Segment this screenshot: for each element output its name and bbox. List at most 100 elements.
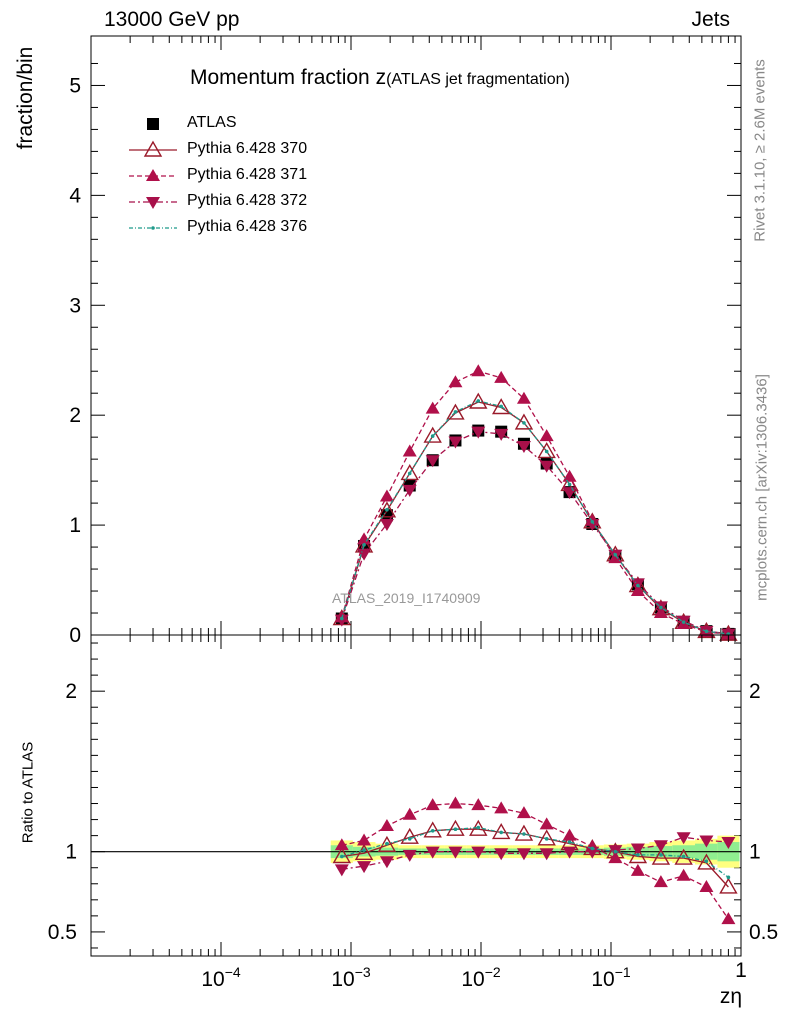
x-axis-label: zη xyxy=(719,985,742,1008)
ratio-point-p372 xyxy=(516,848,531,861)
ratio-line-p371 xyxy=(341,802,729,920)
y-axis-label-ratio: Ratio to ATLAS xyxy=(19,741,37,844)
ratio-point-p376 xyxy=(613,849,618,854)
ratio-point-p372 xyxy=(721,837,736,850)
ratio-point-p371 xyxy=(539,817,554,830)
data-point-p370 xyxy=(377,501,397,518)
ratio-line-p376 xyxy=(341,826,729,878)
data-point-p376 xyxy=(704,629,709,634)
ratio-y-tick-label-right: 1 xyxy=(749,841,761,864)
data-point-p370 xyxy=(469,392,488,409)
series-line-p376 xyxy=(341,400,729,635)
ratio-point-p372 xyxy=(448,846,463,859)
data-point-p370 xyxy=(514,413,534,430)
ratio-point-p376 xyxy=(499,830,503,835)
ratio-series-p372 xyxy=(334,832,736,877)
y-tick-label: 5 xyxy=(69,74,81,97)
ratio-point-p376 xyxy=(681,854,686,859)
legend-marker-p372 xyxy=(146,197,160,209)
header-observable-label: Jets xyxy=(691,8,730,31)
ratio-point-p371 xyxy=(425,798,440,811)
x-tick-label: 1 xyxy=(735,959,747,982)
ratio-point-p371 xyxy=(516,806,531,819)
data-point-p371 xyxy=(562,469,577,482)
ratio-point-p371 xyxy=(630,863,645,876)
legend xyxy=(129,118,177,230)
mcplots-reference-note: mcplots.cern.ch [arXiv:1306.3436] xyxy=(753,374,771,601)
ratio-point-p376 xyxy=(340,854,344,859)
legend-marker-atlas xyxy=(147,118,159,130)
data-point-p372 xyxy=(494,428,509,441)
chart-title-symbol: z xyxy=(375,66,387,89)
main-panel: 0 1 2 3 4 5 xyxy=(69,35,742,647)
ratio-point-p376 xyxy=(407,837,412,841)
ratio-point-p376 xyxy=(590,846,595,851)
data-point-p376 xyxy=(476,399,481,403)
ratio-point-p370 xyxy=(400,827,419,844)
x-tick-label: 10−3 xyxy=(331,964,371,991)
data-point-p370 xyxy=(423,426,442,443)
data-point-p370 xyxy=(400,464,419,481)
y-tick-label: 4 xyxy=(69,184,81,207)
chart-subtitle: (ATLAS jet fragmentation) xyxy=(386,71,570,88)
data-point-p376 xyxy=(522,421,526,425)
ratio-point-p371 xyxy=(379,818,394,831)
data-point-p376 xyxy=(385,507,389,512)
ratio-series-p376 xyxy=(340,825,731,880)
x-tick-exponent: −4 xyxy=(225,964,241,980)
data-point-p372 xyxy=(471,426,486,439)
ratio-point-p372 xyxy=(562,846,577,859)
data-point-p370 xyxy=(537,442,556,459)
data-point-p376 xyxy=(362,543,366,547)
ratio-point-p371 xyxy=(448,796,463,809)
ratio-point-p370 xyxy=(446,819,465,836)
x-tick-exponent: −3 xyxy=(355,964,371,980)
data-point-p376 xyxy=(453,410,458,414)
ratio-point-p372 xyxy=(334,864,349,877)
legend-label-372: Pythia 6.428 372 xyxy=(187,192,308,209)
ratio-point-p372 xyxy=(402,849,417,862)
data-point-p372 xyxy=(539,460,554,473)
ratio-y-tick-label-left: 0.5 xyxy=(48,921,77,944)
data-point-p376 xyxy=(544,449,549,454)
chart-title-text: Momentum fraction xyxy=(190,66,370,89)
ratio-panel: 0.5 0.51 12 210−4 10−3 10−2 10−1 1 xyxy=(48,634,778,991)
legend-label-371: Pythia 6.428 371 xyxy=(187,166,308,183)
ratio-point-p372 xyxy=(379,856,394,869)
data-point-p376 xyxy=(590,519,595,524)
ratio-point-p371 xyxy=(357,833,372,846)
ratio-point-p376 xyxy=(522,832,526,836)
x-tick-label: 10−2 xyxy=(461,964,501,991)
ratio-point-p372 xyxy=(357,861,372,874)
legend-label-370: Pythia 6.428 370 xyxy=(187,140,308,157)
ratio-point-p371 xyxy=(608,851,623,864)
data-point-p372 xyxy=(334,614,349,627)
data-point-p376 xyxy=(659,605,663,610)
data-point-p376 xyxy=(499,404,503,409)
ratio-point-p371 xyxy=(653,875,668,888)
ratio-point-p376 xyxy=(453,827,458,832)
ratio-y-tick-label-left: 2 xyxy=(65,680,77,703)
data-point-p371 xyxy=(357,532,372,545)
ratio-point-p372 xyxy=(585,846,600,859)
data-point-p376 xyxy=(613,552,618,557)
y-tick-label: 0 xyxy=(69,624,81,647)
series-p376 xyxy=(340,399,731,636)
ratio-y-tick-label-right: 0.5 xyxy=(749,921,778,944)
data-point-p372 xyxy=(516,440,531,453)
ratio-point-p370 xyxy=(354,843,374,860)
ratio-point-p376 xyxy=(476,825,481,830)
ratio-series-p371 xyxy=(334,796,736,925)
data-point-p372 xyxy=(425,455,440,468)
data-point-p372 xyxy=(402,484,417,497)
ratio-y-tick-label-right: 2 xyxy=(749,680,761,703)
rivet-version-note: Rivet 3.1.10, ≥ 2.6M events xyxy=(751,59,769,242)
ratio-point-p371 xyxy=(721,912,736,925)
chart-title: Momentum fraction z(ATLAS jet fragmentat… xyxy=(190,66,570,90)
ratio-point-p372 xyxy=(539,848,554,861)
legend-label-atlas: ATLAS xyxy=(187,114,237,131)
ratio-point-p371 xyxy=(471,798,486,811)
x-tick-exponent: −2 xyxy=(485,964,501,980)
ratio-point-p376 xyxy=(659,853,663,857)
